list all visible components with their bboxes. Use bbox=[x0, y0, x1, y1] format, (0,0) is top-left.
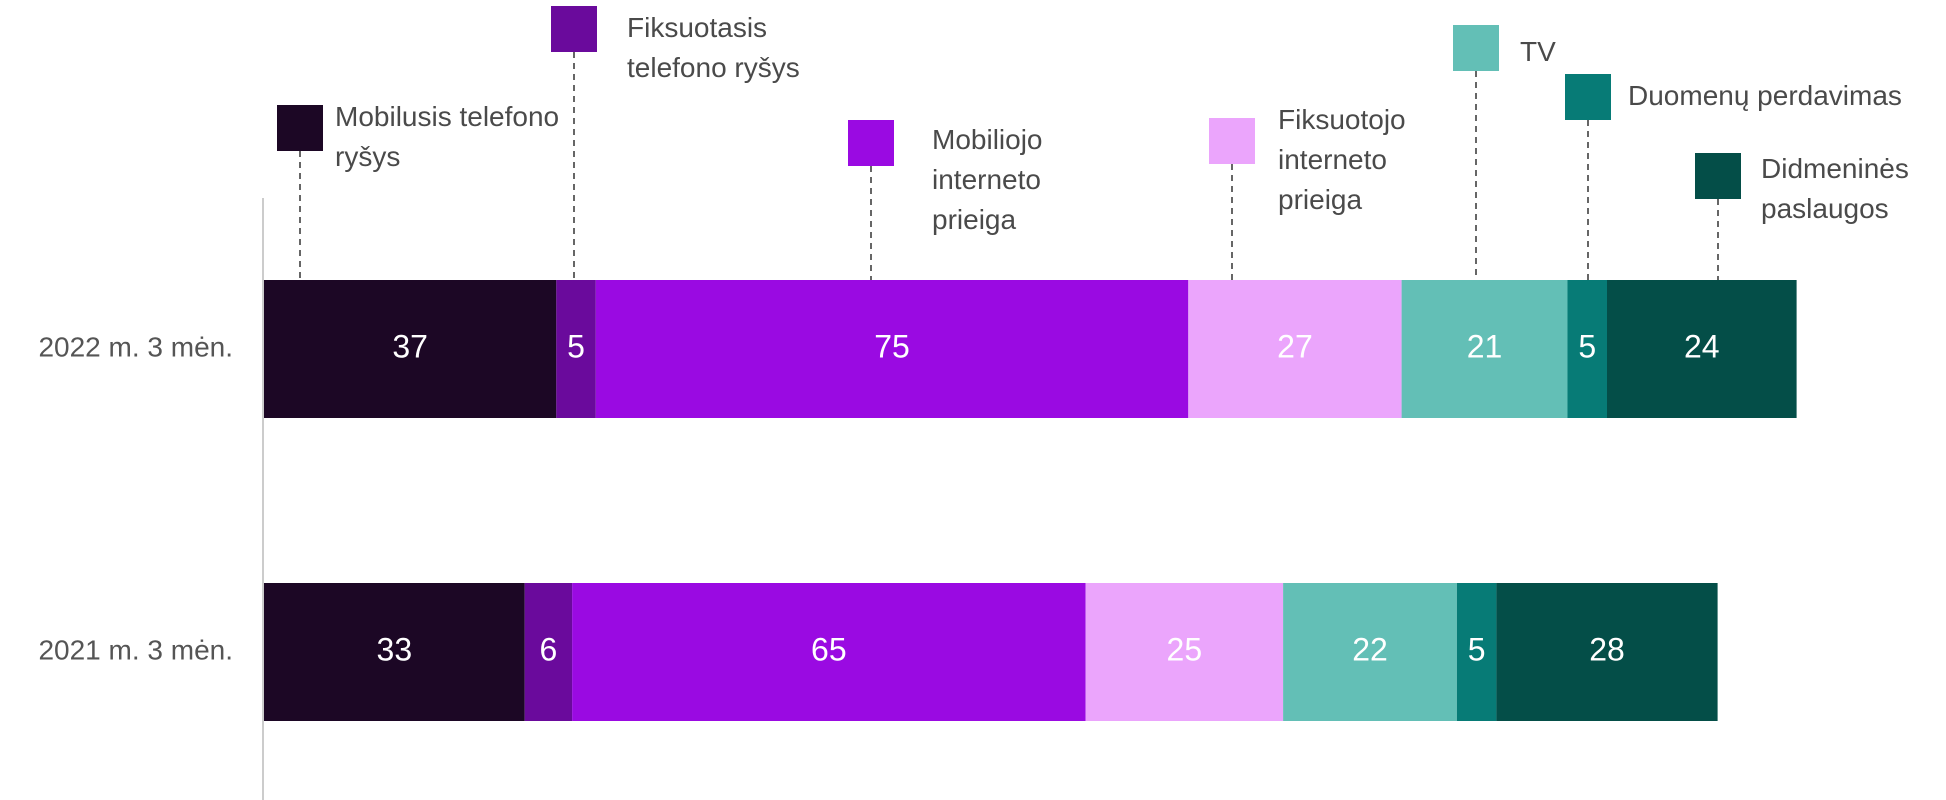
value-label: 28 bbox=[1589, 631, 1625, 667]
bar-segment bbox=[1188, 280, 1402, 418]
bar-segment bbox=[1496, 583, 1718, 721]
value-label: 6 bbox=[540, 631, 558, 667]
value-label: 65 bbox=[811, 631, 847, 667]
legend-label: Didmeninės paslaugos bbox=[1761, 153, 1909, 224]
legend-swatch bbox=[277, 105, 323, 151]
value-label: 21 bbox=[1467, 328, 1503, 364]
bar-segment bbox=[524, 583, 573, 721]
legend-label: Fiksuotasis telefono ryšys bbox=[627, 12, 800, 83]
bar-segment bbox=[572, 583, 1086, 721]
bar-segment bbox=[556, 280, 596, 418]
bar-segment bbox=[1085, 583, 1284, 721]
legend-label: Mobilusis telefono ryšys bbox=[335, 101, 560, 172]
legend-swatch bbox=[1453, 25, 1499, 71]
bar-segment bbox=[1456, 583, 1497, 721]
bar-segment bbox=[1567, 280, 1607, 418]
legend-label: Duomenų perdavimas bbox=[1628, 80, 1902, 111]
value-label: 22 bbox=[1352, 631, 1388, 667]
bar-segment bbox=[595, 280, 1189, 418]
value-label: 75 bbox=[874, 328, 910, 364]
bar-segment bbox=[1283, 583, 1457, 721]
value-label: 33 bbox=[377, 631, 413, 667]
value-label: 25 bbox=[1167, 631, 1203, 667]
value-label: 5 bbox=[1468, 631, 1486, 667]
legend-swatch bbox=[551, 6, 597, 52]
legend-swatch bbox=[1695, 153, 1741, 199]
legend-label: TV bbox=[1520, 36, 1556, 67]
bar-segment bbox=[1607, 280, 1797, 418]
value-label: 27 bbox=[1277, 328, 1313, 364]
bar-segment bbox=[264, 280, 557, 418]
value-label: 5 bbox=[1578, 328, 1596, 364]
legend-swatch bbox=[848, 120, 894, 166]
category-label: 2021 m. 3 mėn. bbox=[38, 634, 233, 665]
legend-swatch bbox=[1209, 118, 1255, 164]
legend-label: Mobiliojo interneto prieiga bbox=[932, 124, 1043, 235]
category-label: 2022 m. 3 mėn. bbox=[38, 331, 233, 362]
value-label: 5 bbox=[567, 328, 585, 364]
value-label: 37 bbox=[392, 328, 428, 364]
bar-segment bbox=[264, 583, 525, 721]
legend-label: Fiksuotojo interneto prieiga bbox=[1278, 104, 1406, 215]
legend-swatch bbox=[1565, 74, 1611, 120]
value-label: 24 bbox=[1684, 328, 1720, 364]
bar-segment bbox=[1401, 280, 1568, 418]
